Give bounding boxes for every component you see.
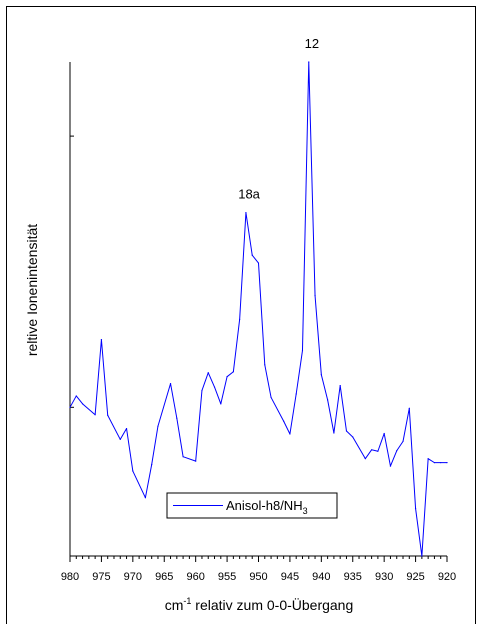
peak-annotation: 12 [305,36,319,51]
series-point [396,450,398,452]
x-axis-label: cm-1 relativ zum 0-0-Übergang [165,596,354,613]
series-point [352,436,354,438]
x-tick-label: 945 [281,571,299,583]
series-point [446,462,448,464]
series-point [345,430,348,432]
x-tick-label: 970 [124,571,142,583]
series-point [408,407,410,409]
annotations: 18a 12 [238,36,319,202]
series-point [94,414,96,416]
x-tick-label: 960 [186,571,204,583]
series-point [301,349,304,352]
series-point [81,403,84,405]
series-point [144,497,146,499]
series-point [157,425,159,427]
series-point [100,339,103,341]
series-point [383,432,385,435]
series-point [213,386,216,388]
series-point [232,371,234,373]
series-point [364,458,366,460]
series-point [314,295,316,297]
series-point [257,262,260,264]
series-point [371,449,373,451]
series-point [119,438,121,441]
x-tick-label: 935 [344,571,362,583]
y-axis-label: reltive Ionenintensität [24,224,40,356]
series-point [176,417,178,419]
x-axis-label-exponent: -1 [183,596,191,606]
x-tick-label: 965 [155,571,173,583]
series-point [283,420,285,422]
legend-label: Anisol-h8/NH3 [226,498,308,516]
series-point [295,393,297,395]
series-point [132,470,134,472]
legend-label-main: Anisol-h8/NH [226,498,303,513]
series-point [207,372,209,374]
x-axis-label-rest: relativ zum 0-0-Übergang [191,596,353,613]
x-tick-label: 920 [438,571,456,583]
series-point [414,507,417,510]
series-point [377,450,379,452]
series-point [201,389,203,392]
series-point [251,254,253,256]
series-point [226,376,228,378]
series-point [125,427,128,430]
series-point [195,460,197,462]
legend: Anisol-h8/NH3 [166,492,338,519]
series-point [289,433,291,435]
series-point [264,364,266,366]
peak-annotation: 18a [238,187,260,202]
x-tick-label: 950 [249,571,267,583]
chart-frame [6,6,476,624]
series-point [239,318,241,320]
x-tick-labels: 980 975 970 965 960 955 950 945 940 935 930 925 920 [61,571,456,583]
y-ticks [70,135,74,408]
x-tick-label: 930 [375,571,393,583]
series-point [421,555,423,557]
series-points [69,61,448,557]
x-tick-label: 925 [406,571,424,583]
x-tick-label: 955 [218,571,236,583]
series-point [270,396,272,399]
x-axis: 980 975 970 965 960 955 950 945 940 935 930 925 920 [61,555,456,583]
x-tick-label: 975 [92,571,110,583]
series-point [327,399,329,401]
series-point [389,465,392,467]
series-point [245,212,247,214]
series-point [427,458,429,460]
series-point [151,464,153,466]
series-point [339,384,341,387]
series-line [69,61,447,557]
x-ticks [69,556,448,562]
series-point [308,61,310,63]
x-tick-label: 940 [312,571,330,583]
x-axis-label-unit: cm [165,597,184,613]
series-point [433,462,436,464]
series-point [107,414,109,416]
series-point [320,374,322,376]
legend-label-sub: 3 [303,506,308,516]
series-point [75,395,77,397]
series-point [440,462,442,464]
series-point [333,432,335,434]
x-tick-label: 980 [61,571,79,583]
series-point [220,403,222,405]
series-point [69,406,71,408]
series-point [402,440,404,442]
series-point [169,382,172,385]
series-point [182,456,184,458]
